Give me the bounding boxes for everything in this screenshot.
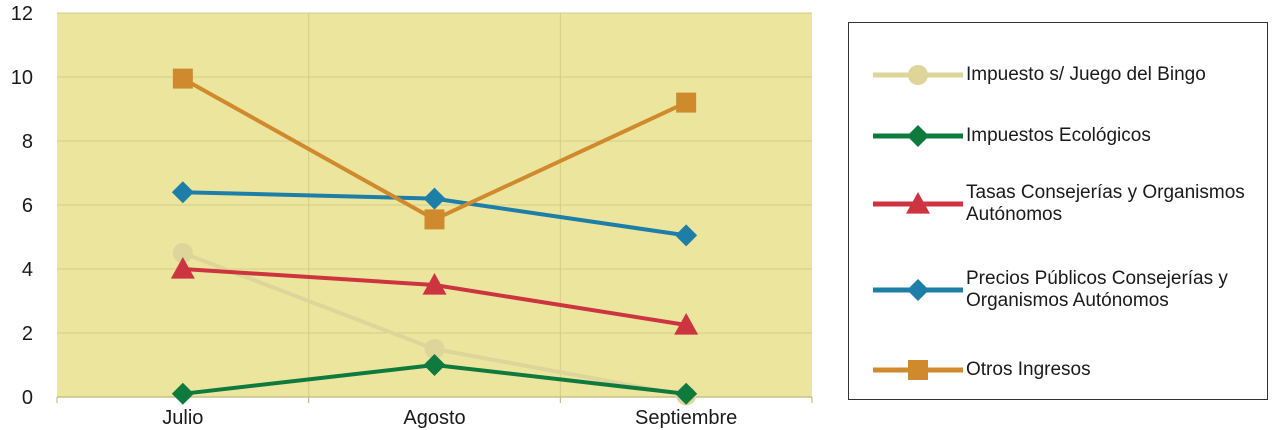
data-point-diamond	[171, 382, 194, 405]
legend-label: Tasas Consejerías y Organismos Autónomos	[966, 182, 1245, 225]
legend-label: Impuesto s/ Juego del Bingo	[966, 64, 1206, 85]
legend-marker-diamond	[907, 279, 929, 301]
y-tick-label: 10	[11, 67, 33, 89]
legend-marker-diamond	[907, 125, 929, 147]
y-tick-label: 6	[22, 195, 33, 217]
data-point-diamond	[423, 187, 446, 210]
x-tick-label: Julio	[162, 407, 203, 429]
y-tick-label: 4	[22, 259, 33, 281]
legend-label: Otros Ingresos	[966, 359, 1091, 380]
chart-legend: Impuesto s/ Juego del Bingo Impuestos Eco…	[848, 22, 1268, 400]
data-point-circle	[172, 243, 193, 263]
legend-swatch	[873, 360, 963, 380]
legend-marker-circle	[908, 65, 928, 85]
legend-item: Precios Públicos Consejerías y Organismo…	[849, 260, 1267, 320]
data-point-diamond	[171, 181, 194, 204]
y-tick-label: 2	[22, 323, 33, 345]
y-tick-label: 8	[22, 131, 33, 153]
legend-item: Otros Ingresos	[849, 340, 1267, 400]
data-point-diamond	[675, 382, 698, 405]
legend-swatch	[873, 125, 963, 147]
x-tick-label: Septiembre	[635, 407, 737, 429]
legend-swatch	[873, 279, 963, 301]
data-point-triangle	[422, 273, 447, 295]
data-point-diamond	[675, 224, 698, 247]
legend-swatch	[873, 65, 963, 85]
x-tick-label: Agosto	[403, 407, 465, 429]
legend-marker-triangle	[906, 192, 930, 214]
legend-item: Impuesto s/ Juego del Bingo	[849, 45, 1267, 105]
legend-label: Precios Públicos Consejerías y Organismo…	[966, 268, 1228, 311]
legend-swatch	[873, 192, 963, 214]
legend-item: Impuestos Ecológicos	[849, 106, 1267, 166]
legend-item: Tasas Consejerías y Organismos Autónomos	[849, 174, 1267, 234]
data-point-diamond	[423, 354, 446, 376]
data-point-triangle	[674, 313, 699, 335]
legend-marker-square	[908, 360, 928, 380]
y-tick-label: 0	[22, 387, 33, 409]
y-tick-label: 12	[11, 3, 33, 25]
data-point-triangle	[170, 257, 195, 279]
data-point-circle	[424, 339, 445, 359]
data-point-square	[172, 68, 193, 89]
data-point-square	[424, 209, 445, 230]
legend-label: Impuestos Ecológicos	[966, 125, 1151, 146]
data-point-square	[676, 92, 697, 113]
